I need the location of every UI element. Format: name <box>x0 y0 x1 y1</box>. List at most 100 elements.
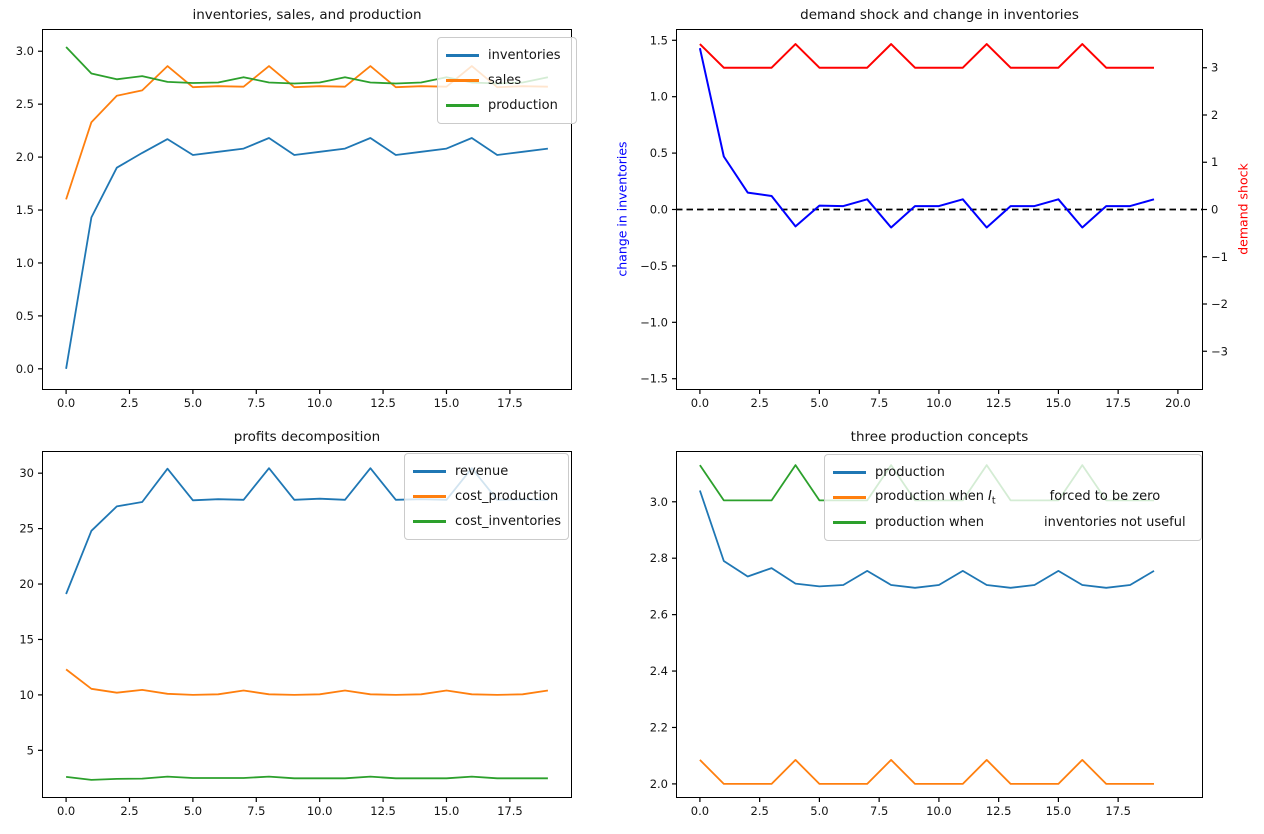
x-tick-label: 5.0 <box>184 804 202 818</box>
y-tick-label: −0.5 <box>640 259 668 273</box>
plot-area-profits-decomposition: 0.0 2.5 5.0 7.5 10.0 12.5 15.0 17.5 5 10 15 20 25 30 <box>19 451 572 818</box>
y-tick-label: 25 <box>19 522 34 536</box>
y-tick-label: 10 <box>19 688 34 702</box>
y-tick-label: 0.0 <box>16 362 34 376</box>
x-tick-label: 0.0 <box>57 804 75 818</box>
legend-line-sample <box>446 104 479 107</box>
y-tick-label: 1.0 <box>650 90 668 104</box>
legend-label: production <box>488 98 558 113</box>
x-tick-label: 5.0 <box>810 804 828 818</box>
legend-item: production when It forced to be zero <box>833 485 1193 510</box>
chart-title-demand-shock: demand shock and change in inventories <box>800 7 1079 23</box>
series-line-1 <box>65 668 549 696</box>
y-tick-label: 2.2 <box>650 720 668 734</box>
legend-item: cost_production <box>413 484 560 509</box>
x-tick-label: 7.5 <box>247 804 265 818</box>
x-tick-label: 0.0 <box>691 804 709 818</box>
x-tick-label: 10.0 <box>307 804 333 818</box>
x-tick-label: 17.5 <box>497 804 523 818</box>
y-tick-label: 0.5 <box>650 146 668 160</box>
x-tick-label: 2.5 <box>120 396 138 410</box>
legend-line-sample <box>446 54 479 57</box>
y-tick-label: 2.0 <box>650 777 668 791</box>
x-tick-label: 15.0 <box>1046 396 1072 410</box>
y-tick-label: 0.0 <box>650 203 668 217</box>
y-tick-label-right: 2 <box>1211 108 1218 122</box>
x-tick-label: 5.0 <box>184 396 202 410</box>
y-tick-label: 2.0 <box>16 150 34 164</box>
series-line-1 <box>699 43 1154 69</box>
legend-line-sample <box>413 470 446 473</box>
legend-item: revenue <box>413 459 560 484</box>
plot-area-inventories-sales-production: 0.0 2.5 5.0 7.5 10.0 12.5 15.0 17.5 0.0 0.5 1.0 1.5… <box>16 29 572 410</box>
y-tick-label-right: −1 <box>1211 250 1228 264</box>
y-tick-label: 1.5 <box>650 33 668 47</box>
y-axis-label-demand-shock: demand shock <box>1235 163 1251 255</box>
x-tick-label: 7.5 <box>247 396 265 410</box>
legend-line-sample <box>833 471 866 474</box>
legend-line-sample <box>833 496 866 499</box>
y-tick-label: 2.4 <box>650 664 668 678</box>
y-tick-label: 1.5 <box>16 203 34 217</box>
x-tick-label: 12.5 <box>370 804 396 818</box>
legend-item: sales <box>446 68 568 93</box>
y-axis-label-change-in-inventories: change in inventories <box>614 141 630 277</box>
plot-border <box>42 29 572 390</box>
y-tick-label: 3.0 <box>650 495 668 509</box>
x-tick-label: 20.0 <box>1165 396 1191 410</box>
y-tick-label-right: 1 <box>1211 155 1218 169</box>
x-tick-label: 17.5 <box>1105 396 1131 410</box>
legend-line-sample <box>833 521 866 524</box>
legend-item: cost_inventories <box>413 509 562 534</box>
x-tick-label: 15.0 <box>434 396 460 410</box>
y-tick-label: 5 <box>27 743 34 757</box>
series-line-2 <box>65 775 548 781</box>
y-tick-label: 2.5 <box>16 97 34 111</box>
legend-item: production <box>446 93 568 118</box>
y-tick-label: −1.5 <box>640 372 668 386</box>
y-tick-label: −1.0 <box>640 315 668 329</box>
x-tick-label: 2.5 <box>751 804 769 818</box>
y-tick-label: 20 <box>19 577 34 591</box>
x-tick-label: 7.5 <box>870 396 888 410</box>
y-tick-label: 2.6 <box>650 608 668 622</box>
x-tick-label: 0.0 <box>691 396 709 410</box>
series-line-0 <box>699 490 1155 589</box>
x-tick-label: 10.0 <box>926 804 952 818</box>
series-line-1 <box>699 758 1154 785</box>
legend-item: inventories <box>446 43 568 68</box>
y-tick-label: 30 <box>19 466 34 480</box>
series-line-0 <box>698 47 1155 229</box>
plot-border <box>676 451 1203 798</box>
y-tick-label: 3.0 <box>16 44 34 58</box>
plot-area-three-production-concepts: 0.0 2.5 5.0 7.5 10.0 12.5 15.0 17.5 2.0 2.2 2.4 2.6… <box>650 451 1203 818</box>
legend-label: production when It forced to be zero <box>875 488 1161 507</box>
y-tick-label-right: 3 <box>1211 61 1218 75</box>
plot-area-demand-shock: 0.0 2.5 5.0 7.5 10.0 12.5 15.0 17.5 20.0−1.5−1.0… <box>640 29 1228 410</box>
chart-title-three-production-concepts: three production concepts <box>850 429 1029 445</box>
legend-line-sample <box>446 79 479 82</box>
x-tick-label: 12.5 <box>986 396 1012 410</box>
x-tick-label: 15.0 <box>1046 804 1072 818</box>
legend-line-sample <box>413 520 446 523</box>
legend-label: cost_inventories <box>455 514 562 529</box>
legend-label: production when inventories not useful <box>875 515 1186 530</box>
x-tick-label: 12.5 <box>986 804 1012 818</box>
x-tick-label: 2.5 <box>751 396 769 410</box>
x-tick-label: 12.5 <box>370 396 396 410</box>
legend-line-sample <box>413 495 446 498</box>
legend-profits-decomposition: revenue cost_production cost_inventories <box>404 453 569 540</box>
y-tick-label: 15 <box>19 632 34 646</box>
legend-label: revenue <box>455 464 509 479</box>
y-tick-label: 2.8 <box>650 551 668 565</box>
x-tick-label: 17.5 <box>1105 804 1131 818</box>
chart-title-profits-decomposition: profits decomposition <box>233 429 381 445</box>
y-tick-label-right: 0 <box>1211 203 1218 217</box>
x-tick-label: 10.0 <box>926 396 952 410</box>
legend-label: production <box>875 465 945 480</box>
y-tick-label-right: −2 <box>1211 297 1228 311</box>
y-tick-label: 1.0 <box>16 256 34 270</box>
chart-title-inventories-sales-production: inventories, sales, and production <box>192 7 422 23</box>
legend-inventories-sales-production: inventories sales production <box>437 37 577 124</box>
